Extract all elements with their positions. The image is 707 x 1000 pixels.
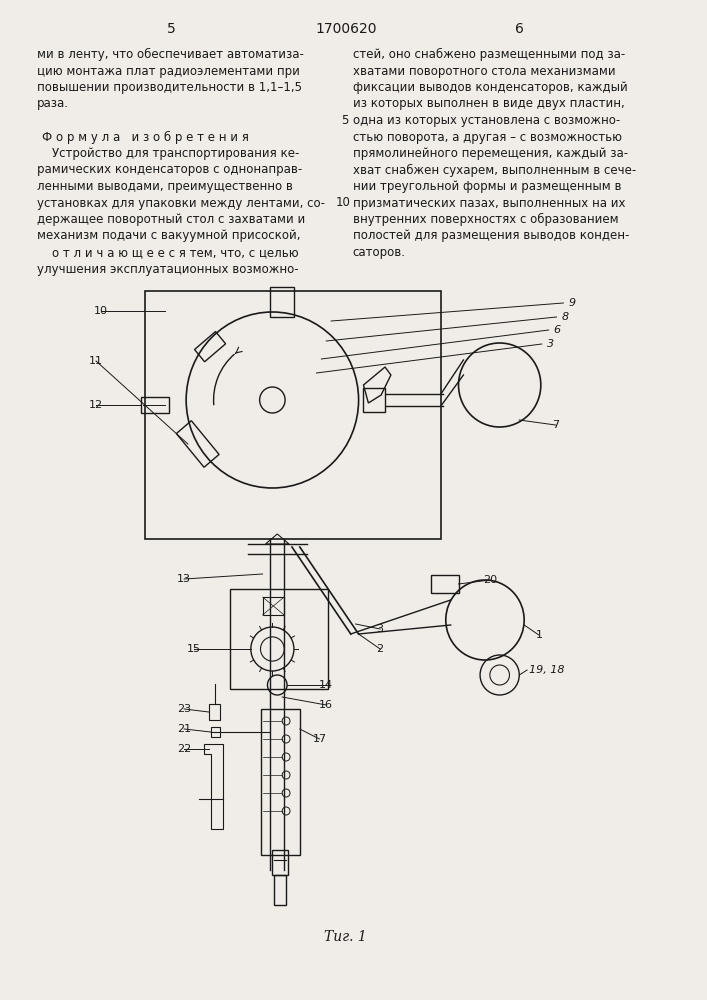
Text: 9: 9 [568,298,575,308]
Text: Ф о р м у л а   и з о б р е т е н и я: Ф о р м у л а и з о б р е т е н и я [42,130,249,144]
Text: хват снабжен сухарем, выполненным в сече-: хват снабжен сухарем, выполненным в сече… [353,163,636,177]
Bar [272,850,288,875]
Text: 19, 18: 19, 18 [529,665,565,675]
Text: 7: 7 [552,420,559,430]
Bar [270,287,294,317]
Text: нии треугольной формы и размещенным в: нии треугольной формы и размещенным в [353,180,621,193]
Bar [261,709,300,855]
Text: 10: 10 [335,196,351,210]
Text: о т л и ч а ю щ е е с я тем, что, с целью: о т л и ч а ю щ е е с я тем, что, с цель… [37,246,299,259]
Text: прямолинейного перемещения, каждый за-: прямолинейного перемещения, каждый за- [353,147,628,160]
Text: Устройство для транспортирования ке-: Устройство для транспортирования ке- [37,147,300,160]
Text: 3: 3 [547,339,554,349]
Bar [262,597,284,615]
Bar [274,875,286,905]
Text: 12: 12 [89,400,103,410]
Text: 14: 14 [319,680,333,690]
Text: 23: 23 [177,704,192,714]
Text: 10: 10 [94,306,108,316]
Text: 22: 22 [177,744,192,754]
Text: фиксации выводов конденсаторов, каждый: фиксации выводов конденсаторов, каждый [353,81,627,94]
Text: стью поворота, а другая – с возможностью: стью поворота, а другая – с возможностью [353,130,621,143]
Text: одна из которых установлена с возможно-: одна из которых установлена с возможно- [353,114,620,127]
Text: 17: 17 [312,734,327,744]
Text: внутренних поверхностях с образованием: внутренних поверхностях с образованием [353,213,619,226]
Text: саторов.: саторов. [353,246,406,259]
Bar [211,727,221,737]
Text: повышении производительности в 1,1–1,5: повышении производительности в 1,1–1,5 [37,81,302,94]
Bar [145,291,441,539]
Text: 2: 2 [377,644,384,654]
Text: из которых выполнен в виде двух пластин,: из которых выполнен в виде двух пластин, [353,98,624,110]
Bar [209,704,221,720]
Text: механизм подачи с вакуумной присоской,: механизм подачи с вакуумной присоской, [37,230,300,242]
Text: установках для упаковки между лентами, со-: установках для упаковки между лентами, с… [37,196,325,210]
Text: 1700620: 1700620 [315,22,377,36]
Text: 21: 21 [177,724,192,734]
Text: 6: 6 [554,325,561,335]
Bar [230,589,328,689]
Text: 13: 13 [177,574,191,584]
Text: улучшения эксплуатационных возможно-: улучшения эксплуатационных возможно- [37,262,299,275]
Bar [141,397,168,413]
Text: раза.: раза. [37,98,69,110]
Text: 6: 6 [515,22,524,36]
Text: ленными выводами, преимущественно в: ленными выводами, преимущественно в [37,180,293,193]
Text: 5: 5 [167,22,176,36]
Text: цию монтажа плат радиоэлементами при: цию монтажа плат радиоэлементами при [37,64,300,78]
Text: стей, оно снабжено размещенными под за-: стей, оно снабжено размещенными под за- [353,48,625,61]
Bar [431,575,459,593]
Text: 8: 8 [561,312,568,322]
Text: ми в ленту, что обеспечивает автоматиза-: ми в ленту, что обеспечивает автоматиза- [37,48,304,61]
Text: 3: 3 [377,624,384,634]
Text: 20: 20 [483,575,497,585]
Text: призматических пазах, выполненных на их: призматических пазах, выполненных на их [353,196,625,210]
Bar [363,388,385,412]
Text: 16: 16 [320,700,333,710]
Text: 11: 11 [89,356,103,366]
Text: хватами поворотного стола механизмами: хватами поворотного стола механизмами [353,64,615,78]
Text: 15: 15 [187,644,201,654]
Text: полостей для размещения выводов конден-: полостей для размещения выводов конден- [353,230,629,242]
Text: 5: 5 [341,114,349,127]
Text: 1: 1 [535,630,542,640]
Text: Τиг. 1: Τиг. 1 [325,930,367,944]
Text: рамических конденсаторов с однонаправ-: рамических конденсаторов с однонаправ- [37,163,303,176]
Text: держащее поворотный стол с захватами и: держащее поворотный стол с захватами и [37,213,305,226]
